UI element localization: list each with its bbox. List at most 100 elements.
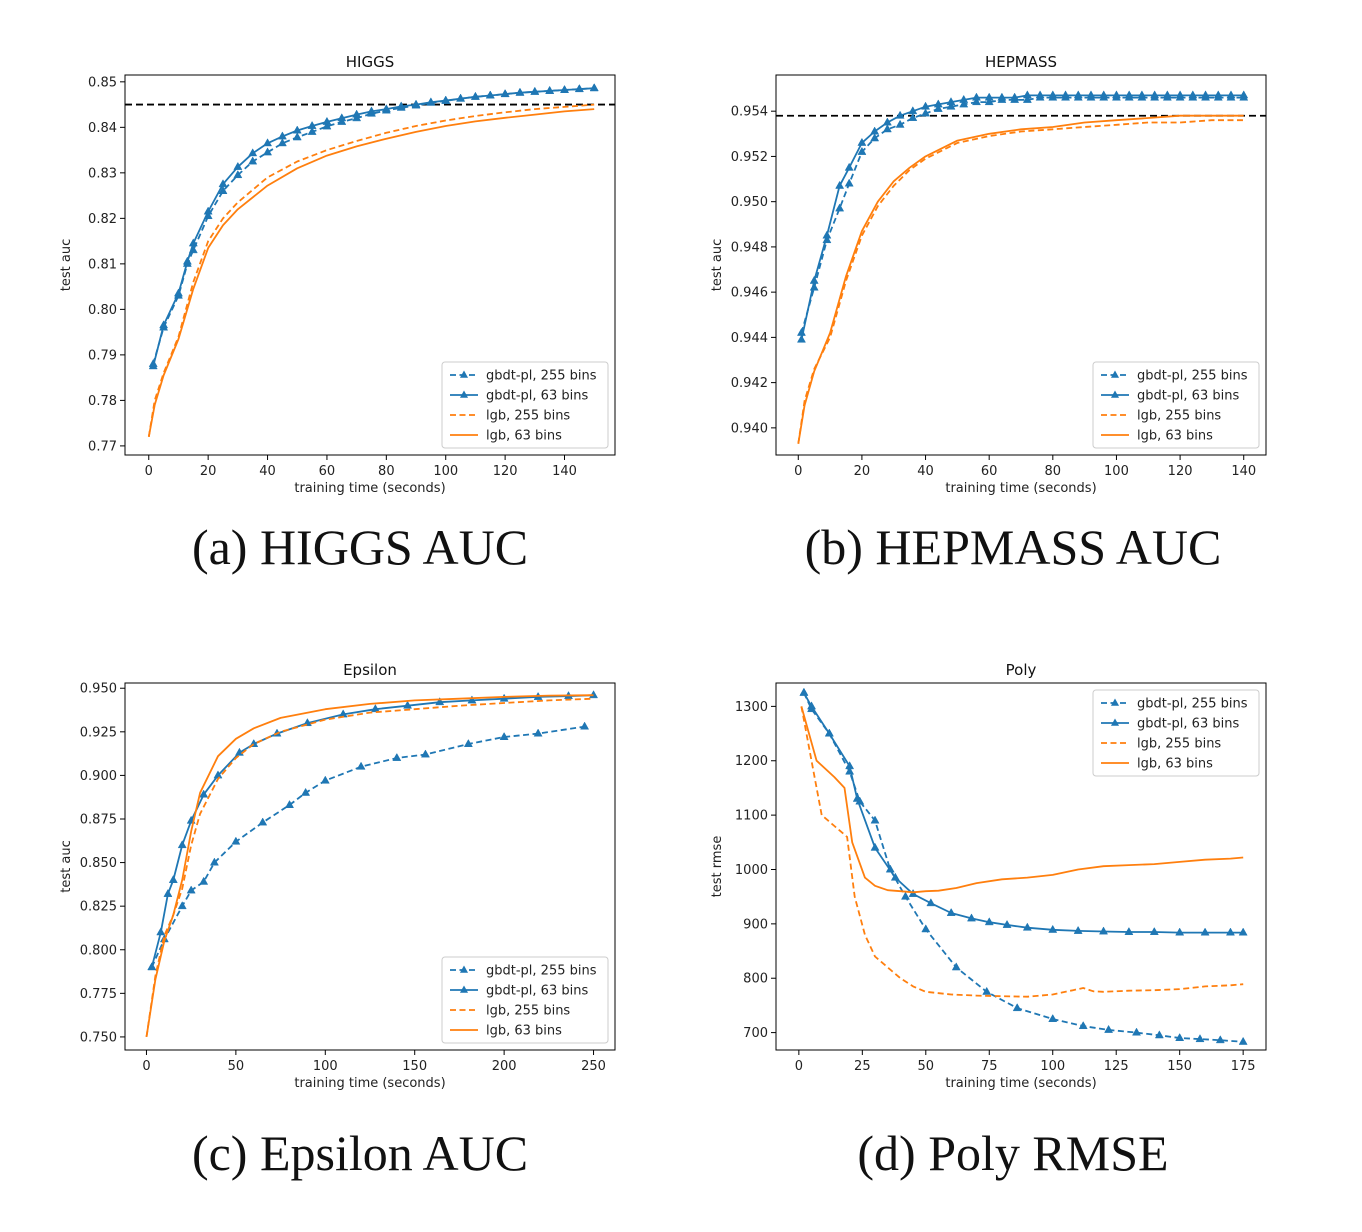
data-point bbox=[921, 924, 931, 933]
y-tick-label: 0.940 bbox=[731, 421, 768, 436]
x-tick-label: 250 bbox=[581, 1059, 606, 1074]
plot-frame bbox=[124, 682, 616, 1051]
data-point bbox=[168, 875, 178, 883]
data-point bbox=[933, 103, 943, 112]
chart-panel-2: Epsilon 0 50 100 150 200 250 0.750 0.775 0.800 0.8… bbox=[59, 661, 616, 1091]
legend-box bbox=[441, 361, 609, 449]
series-line-3 bbox=[797, 114, 1244, 444]
data-point bbox=[1035, 90, 1045, 99]
data-point bbox=[1132, 1027, 1141, 1036]
data-point bbox=[263, 147, 273, 156]
y-axis-label: test auc bbox=[59, 840, 74, 892]
data-point bbox=[218, 186, 228, 194]
series-line-2 bbox=[800, 706, 1244, 998]
data-point bbox=[203, 206, 213, 215]
series-line-2 bbox=[797, 119, 1244, 444]
plot-area bbox=[776, 90, 1266, 444]
data-point bbox=[277, 138, 287, 147]
data-point bbox=[1022, 90, 1032, 99]
y-axis-label: test auc bbox=[59, 239, 74, 291]
data-point bbox=[307, 120, 317, 129]
data-point bbox=[403, 700, 413, 709]
data-point bbox=[799, 687, 809, 696]
data-point bbox=[301, 787, 311, 796]
data-point bbox=[901, 891, 910, 900]
data-point bbox=[1188, 90, 1198, 99]
y-tick-label: 0.80 bbox=[88, 303, 117, 318]
chart-title: HIGGS bbox=[346, 53, 394, 71]
x-axis-label: training time (seconds) bbox=[294, 481, 445, 496]
y-tick-label: 0.952 bbox=[731, 150, 768, 165]
y-tick-label: 0.850 bbox=[80, 856, 117, 871]
legend-marker bbox=[1110, 718, 1120, 726]
data-point bbox=[589, 690, 599, 699]
data-point bbox=[971, 97, 981, 106]
data-point bbox=[530, 86, 540, 95]
legend-label: lgb, 63 bins bbox=[1137, 757, 1213, 772]
data-point bbox=[589, 83, 599, 92]
plot-area bbox=[799, 687, 1248, 1045]
data-point bbox=[248, 156, 258, 165]
x-axis-label: training time (seconds) bbox=[945, 1076, 1096, 1091]
y-axis-label: test rmse bbox=[710, 836, 725, 898]
y-tick-label: 0.79 bbox=[88, 348, 117, 363]
data-point bbox=[1162, 90, 1172, 99]
data-point bbox=[292, 125, 302, 134]
y-tick-label: 0.950 bbox=[80, 682, 117, 697]
x-tick-label: 120 bbox=[1168, 464, 1193, 479]
data-point bbox=[882, 124, 892, 133]
x-tick-label: 60 bbox=[981, 464, 998, 479]
data-point bbox=[188, 238, 198, 247]
x-tick-label: 100 bbox=[433, 464, 458, 479]
y-tick-label: 0.78 bbox=[88, 394, 117, 409]
data-point bbox=[933, 99, 943, 108]
data-point bbox=[959, 94, 969, 103]
y-tick-label: 0.875 bbox=[80, 812, 117, 827]
data-point bbox=[574, 84, 584, 93]
data-point bbox=[921, 101, 931, 110]
data-point bbox=[248, 148, 258, 157]
data-point bbox=[156, 927, 166, 936]
series-line-0 bbox=[152, 87, 595, 365]
y-tick-label: 0.775 bbox=[80, 987, 117, 1002]
data-point bbox=[356, 761, 366, 770]
x-tick-label: 0 bbox=[142, 1059, 150, 1074]
x-tick-label: 100 bbox=[313, 1059, 338, 1074]
legend-marker bbox=[1110, 370, 1120, 378]
data-point bbox=[499, 732, 509, 740]
data-point bbox=[435, 697, 445, 706]
x-tick-label: 40 bbox=[917, 464, 934, 479]
x-tick-label: 175 bbox=[1231, 1059, 1256, 1074]
y-tick-label: 0.825 bbox=[80, 900, 117, 915]
data-point bbox=[926, 898, 936, 907]
data-point bbox=[844, 178, 854, 187]
data-point bbox=[1078, 1021, 1088, 1030]
data-point bbox=[396, 101, 406, 110]
x-tick-label: 125 bbox=[1104, 1059, 1129, 1074]
caption-d: (d) Poly RMSE bbox=[857, 1125, 1169, 1181]
data-point bbox=[1012, 1003, 1022, 1012]
x-tick-label: 140 bbox=[1231, 464, 1256, 479]
data-point bbox=[470, 91, 480, 100]
data-point bbox=[285, 800, 295, 808]
data-point bbox=[411, 99, 421, 108]
plot-area bbox=[125, 83, 615, 437]
series-line-3 bbox=[145, 694, 594, 1038]
y-tick-label: 1200 bbox=[735, 754, 768, 769]
data-point bbox=[199, 789, 209, 798]
legend-marker bbox=[1110, 698, 1120, 706]
data-point bbox=[367, 106, 376, 115]
legend-marker bbox=[459, 965, 469, 973]
data-point bbox=[533, 728, 543, 737]
legend-marker bbox=[1110, 390, 1120, 398]
x-tick-label: 100 bbox=[1104, 464, 1129, 479]
data-point bbox=[320, 775, 330, 784]
data-point bbox=[441, 95, 451, 104]
legend: gbdt-pl, 255 bins gbdt-pl, 63 bins lgb, 25… bbox=[1092, 361, 1260, 449]
data-point bbox=[218, 179, 228, 188]
data-point bbox=[1073, 925, 1083, 934]
data-point bbox=[809, 275, 819, 284]
y-tick-label: 0.925 bbox=[80, 725, 117, 740]
data-point bbox=[322, 116, 332, 125]
